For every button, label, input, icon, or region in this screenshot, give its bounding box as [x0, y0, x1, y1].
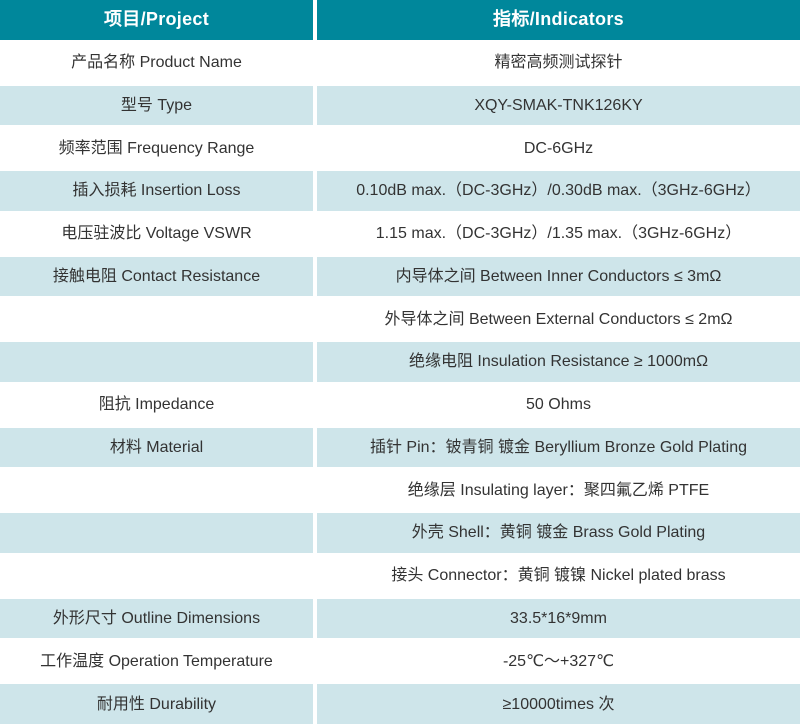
indicator-cell: 内导体之间 Between Inner Conductors ≤ 3mΩ [317, 256, 800, 297]
project-cell: 工作温度 Operation Temperature [0, 641, 313, 682]
column-header-indicators: 指标/Indicators [317, 0, 800, 40]
indicator-cell: 0.10dB max.（DC-3GHz）/0.30dB max.（3GHz-6G… [317, 171, 800, 211]
project-cell: 产品名称 Product Name [0, 42, 313, 83]
indicator-cell: 绝缘电阻 Insulation Resistance ≥ 1000mΩ [317, 342, 800, 382]
indicator-cell: 1.15 max.（DC-3GHz）/1.35 max.（3GHz-6GHz） [317, 213, 800, 254]
project-cell: 插入损耗 Insertion Loss [0, 171, 313, 211]
indicator-cell: 绝缘层 Insulating layer：聚四氟乙烯 PTFE [317, 470, 800, 511]
project-cell: 型号 Type [0, 85, 313, 126]
indicator-cell: 50 Ohms [317, 384, 800, 425]
project-cell [0, 342, 313, 382]
project-cell: 外形尺寸 Outline Dimensions [0, 598, 313, 639]
indicator-cell: 精密高频测试探针 [317, 42, 800, 83]
indicator-cell: DC-6GHz [317, 128, 800, 169]
project-cell [0, 470, 313, 511]
column-header-project: 项目/Project [0, 0, 313, 40]
indicator-cell: 接头 Connector：黄铜 镀镍 Nickel plated brass [317, 555, 800, 596]
project-cell: 接触电阻 Contact Resistance [0, 256, 313, 297]
indicator-cell: ≥10000times 次 [317, 684, 800, 724]
project-cell: 阻抗 Impedance [0, 384, 313, 425]
indicator-cell: -25℃～+327℃ [317, 641, 800, 682]
project-cell [0, 555, 313, 596]
project-cell: 耐用性 Durability [0, 684, 313, 724]
indicator-cell: XQY-SMAK-TNK126KY [317, 85, 800, 126]
project-cell: 电压驻波比 Voltage VSWR [0, 213, 313, 254]
project-cell: 频率范围 Frequency Range [0, 128, 313, 169]
indicator-cell: 插针 Pin：铍青铜 镀金 Beryllium Bronze Gold Plat… [317, 427, 800, 468]
project-cell [0, 299, 313, 340]
project-cell [0, 513, 313, 553]
indicator-cell: 外壳 Shell：黄铜 镀金 Brass Gold Plating [317, 513, 800, 553]
project-cell: 材料 Material [0, 427, 313, 468]
indicator-cell: 外导体之间 Between External Conductors ≤ 2mΩ [317, 299, 800, 340]
indicator-cell: 33.5*16*9mm [317, 598, 800, 639]
